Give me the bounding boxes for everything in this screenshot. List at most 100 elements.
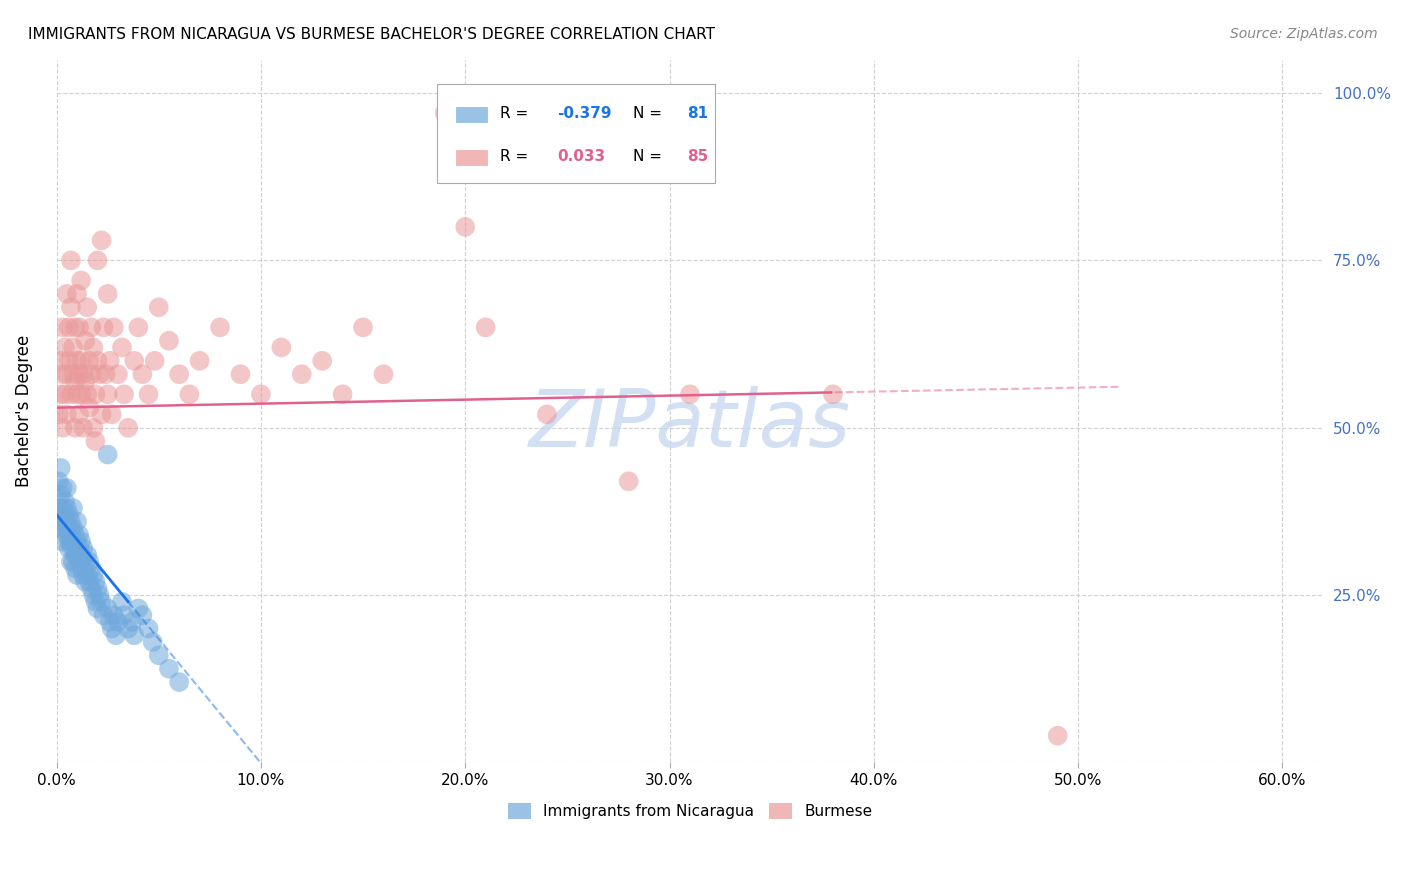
Point bbox=[352, 320, 374, 334]
Text: R =: R = bbox=[501, 149, 529, 164]
Text: IMMIGRANTS FROM NICARAGUA VS BURMESE BACHELOR'S DEGREE CORRELATION CHART: IMMIGRANTS FROM NICARAGUA VS BURMESE BAC… bbox=[28, 27, 716, 42]
Point bbox=[62, 340, 84, 354]
Point bbox=[93, 608, 115, 623]
Point bbox=[86, 354, 108, 368]
Point bbox=[82, 340, 104, 354]
Point bbox=[122, 628, 145, 642]
Point bbox=[67, 408, 90, 422]
Point bbox=[62, 501, 84, 516]
Point bbox=[48, 515, 70, 529]
Point bbox=[72, 568, 94, 582]
Point bbox=[56, 481, 79, 495]
Point bbox=[127, 601, 149, 615]
Point bbox=[70, 534, 93, 549]
Text: N =: N = bbox=[633, 106, 662, 120]
Point bbox=[82, 568, 104, 582]
Point bbox=[70, 561, 93, 575]
Point bbox=[86, 253, 108, 268]
Point bbox=[167, 675, 190, 690]
Point bbox=[58, 320, 80, 334]
Text: -0.379: -0.379 bbox=[557, 106, 612, 120]
Point bbox=[80, 561, 103, 575]
Point bbox=[53, 340, 76, 354]
Point bbox=[49, 387, 72, 401]
Point bbox=[67, 555, 90, 569]
Point bbox=[167, 368, 190, 382]
Point bbox=[97, 601, 120, 615]
Point bbox=[84, 387, 107, 401]
Point bbox=[66, 515, 89, 529]
Legend: Immigrants from Nicaragua, Burmese: Immigrants from Nicaragua, Burmese bbox=[502, 797, 879, 825]
Point bbox=[179, 387, 201, 401]
Point bbox=[52, 534, 75, 549]
Point bbox=[66, 286, 89, 301]
Point bbox=[103, 320, 125, 334]
Point bbox=[72, 555, 94, 569]
Point bbox=[138, 387, 160, 401]
Point bbox=[89, 368, 111, 382]
Point bbox=[142, 635, 165, 649]
Point bbox=[157, 662, 180, 676]
Point bbox=[76, 300, 98, 314]
Point bbox=[536, 408, 558, 422]
Point bbox=[454, 219, 477, 234]
Point bbox=[59, 515, 82, 529]
Point bbox=[311, 354, 333, 368]
Point bbox=[56, 408, 79, 422]
Point bbox=[131, 608, 153, 623]
Point bbox=[63, 374, 86, 388]
Point bbox=[52, 515, 75, 529]
Point bbox=[72, 541, 94, 556]
Point bbox=[97, 448, 120, 462]
Point bbox=[59, 387, 82, 401]
Point bbox=[62, 541, 84, 556]
Point bbox=[59, 534, 82, 549]
Point bbox=[84, 595, 107, 609]
Point bbox=[107, 615, 129, 629]
Point bbox=[72, 368, 94, 382]
Point bbox=[59, 528, 82, 542]
Point bbox=[70, 548, 93, 562]
Point bbox=[52, 421, 75, 435]
Point bbox=[76, 387, 98, 401]
Point bbox=[58, 541, 80, 556]
Point bbox=[90, 233, 112, 247]
Point bbox=[138, 622, 160, 636]
Point bbox=[80, 368, 103, 382]
Point bbox=[56, 515, 79, 529]
Point bbox=[93, 320, 115, 334]
Point bbox=[53, 521, 76, 535]
Point bbox=[332, 387, 354, 401]
Point bbox=[56, 528, 79, 542]
Point bbox=[373, 368, 395, 382]
Point bbox=[291, 368, 314, 382]
Point bbox=[103, 608, 125, 623]
Point bbox=[56, 501, 79, 516]
Point bbox=[433, 106, 456, 120]
Point bbox=[49, 354, 72, 368]
Point bbox=[157, 334, 180, 348]
Point bbox=[75, 374, 97, 388]
Point bbox=[679, 387, 702, 401]
Point bbox=[59, 300, 82, 314]
Point bbox=[617, 475, 640, 489]
Point bbox=[270, 340, 292, 354]
Point bbox=[66, 548, 89, 562]
Point bbox=[229, 368, 252, 382]
Point bbox=[84, 434, 107, 449]
Point bbox=[100, 408, 122, 422]
Point bbox=[111, 340, 134, 354]
Text: 81: 81 bbox=[688, 106, 709, 120]
Point bbox=[49, 488, 72, 502]
Point bbox=[90, 595, 112, 609]
Point bbox=[52, 368, 75, 382]
Point bbox=[148, 648, 170, 663]
Point bbox=[52, 481, 75, 495]
Point bbox=[53, 494, 76, 508]
Point bbox=[98, 615, 121, 629]
Point bbox=[49, 461, 72, 475]
Point bbox=[79, 555, 101, 569]
Point bbox=[63, 421, 86, 435]
Point bbox=[1046, 729, 1069, 743]
Point bbox=[67, 320, 90, 334]
